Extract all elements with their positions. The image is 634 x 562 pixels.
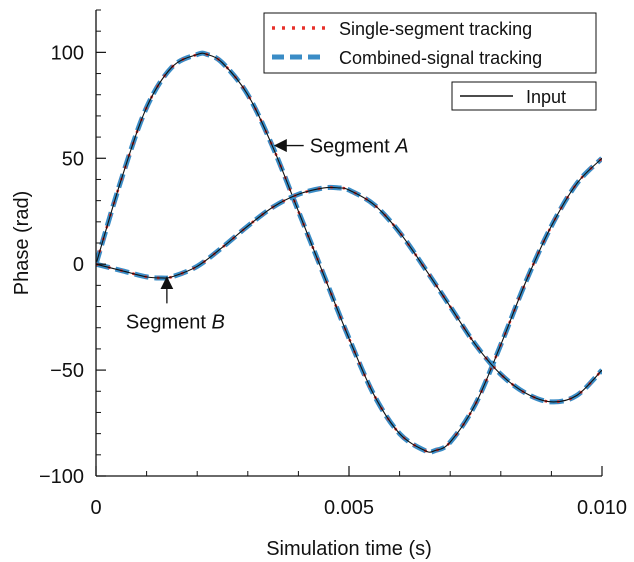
legend-single-label: Single-segment tracking <box>339 19 532 39</box>
x-tick-label: 0.005 <box>324 497 374 519</box>
legend-input-label: Input <box>526 87 566 107</box>
annotation-segment-letter: A <box>394 136 408 158</box>
y-axis-label: Phase (rad) <box>11 191 33 296</box>
x-axis-label: Simulation time (s) <box>266 538 432 560</box>
annotation-prefix: Segment <box>126 311 212 333</box>
y-tick-label: 50 <box>62 148 84 170</box>
series-1-single-line <box>96 51 602 454</box>
y-tick-label: 100 <box>51 42 84 64</box>
y-tick-label: −50 <box>50 360 84 382</box>
series-layer <box>96 50 602 455</box>
legend-combined-label: Combined-signal tracking <box>339 48 542 68</box>
series-2-input-line <box>96 186 602 403</box>
series-2-combined-line <box>96 184 602 405</box>
series-2-single-line <box>96 186 602 404</box>
series-1-combined-line <box>96 50 602 455</box>
annotation-segment-b: Segment B <box>126 311 225 333</box>
x-tick-label: 0.010 <box>577 497 627 519</box>
annotation-prefix: Segment <box>310 136 396 158</box>
annotation-segment-letter: B <box>212 311 225 333</box>
y-tick-label: 0 <box>73 254 84 276</box>
series-1-input-line <box>96 52 602 453</box>
axes: 0 0.005 0.010 100 50 0 −50 −100 Simulation time … <box>11 9 627 560</box>
y-tick-label: −100 <box>39 466 84 488</box>
annotation-segment-a: Segment A <box>310 136 409 158</box>
legend: Single-segment tracking Combined-signal t… <box>263 12 597 111</box>
legend-box-tracking <box>263 12 597 74</box>
x-tick-label: 0 <box>90 497 101 519</box>
